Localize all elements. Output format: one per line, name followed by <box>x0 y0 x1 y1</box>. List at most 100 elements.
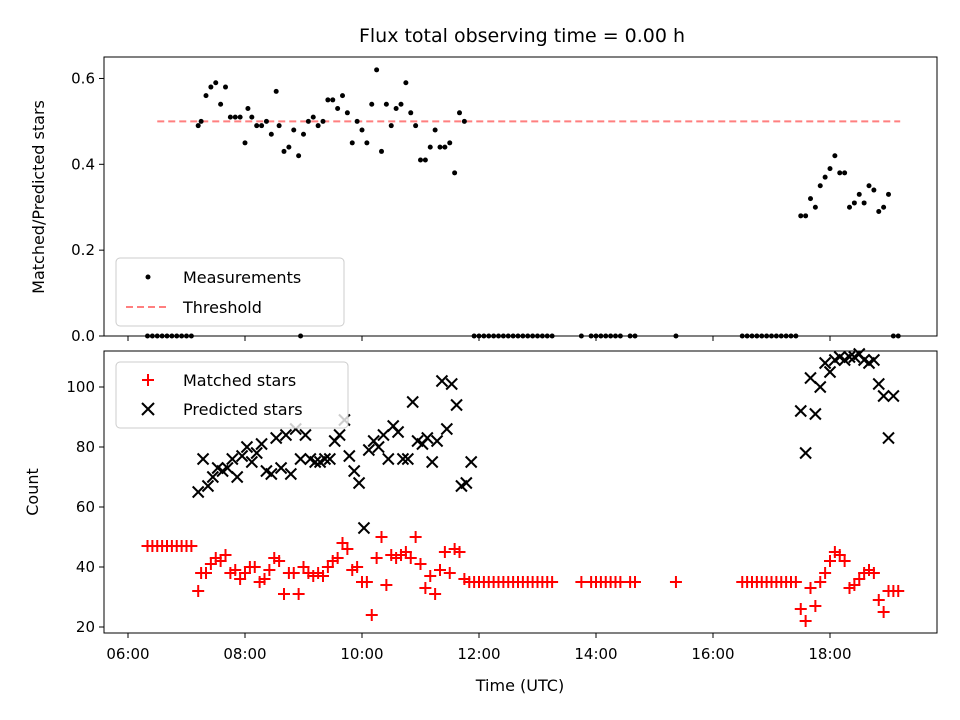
matched-stars-point <box>229 564 242 576</box>
predicted-stars-point <box>460 476 473 490</box>
matched-stars-point <box>192 585 205 597</box>
predicted-stars-point <box>250 446 263 460</box>
measurement-point <box>354 118 360 124</box>
legend-matched-label: Matched stars <box>183 371 296 390</box>
matched-stars-point <box>804 582 817 594</box>
predicted-stars-point <box>221 461 234 475</box>
top-y-tick-label: 0.0 <box>71 327 95 345</box>
matched-stars-point <box>248 561 261 573</box>
matched-stars-point <box>331 552 344 564</box>
measurement-point <box>195 123 201 129</box>
measurement-point <box>398 101 404 107</box>
matched-stars-point <box>219 549 232 561</box>
bottom-plot-frame <box>103 350 938 634</box>
measurement-point <box>861 200 867 206</box>
measurement-point <box>798 213 804 219</box>
predicted-stars-point <box>799 446 812 460</box>
matched-stars-point <box>263 564 276 576</box>
predicted-stars-point <box>377 428 390 442</box>
x-tick-label: 08:00 <box>223 645 266 663</box>
matched-stars-point <box>867 567 880 579</box>
measurement-point <box>237 114 243 120</box>
matched-stars-point <box>200 567 212 579</box>
matched-stars-point <box>292 588 305 600</box>
matched-stars-point <box>375 531 388 543</box>
top-panel: 0.0 0.2 0.4 0.6 Matched/Predicted stars Mea… <box>29 56 938 345</box>
predicted-stars-point <box>382 452 395 466</box>
predicted-stars-point <box>323 452 337 466</box>
predicted-stars-point <box>201 479 215 493</box>
chart-title: Flux total observing time = 0.00 h <box>359 25 685 47</box>
predicted-stars-point <box>887 389 900 403</box>
predicted-stars-point <box>265 467 278 481</box>
predicted-stars-point <box>343 449 356 463</box>
measurement-point <box>822 174 828 180</box>
measurement-point <box>422 157 428 163</box>
measurement-point <box>856 191 862 197</box>
measurement-point <box>301 131 306 137</box>
predicted-stars-point <box>318 452 332 466</box>
measurement-point <box>232 114 238 120</box>
measurement-point <box>413 123 419 129</box>
measurement-point <box>296 153 302 159</box>
measurement-point <box>408 110 414 116</box>
measurement-point <box>369 101 375 107</box>
matched-stars-point <box>287 567 300 579</box>
predicted-stars-point <box>882 431 895 445</box>
measurement-point <box>320 118 326 124</box>
predicted-stars-point <box>230 470 244 484</box>
measurement-point <box>442 144 448 150</box>
matched-stars-point <box>370 552 383 564</box>
matched-stars-point <box>424 570 437 582</box>
measurement-point <box>359 127 365 133</box>
bottom-y-tick-label: 80 <box>76 438 95 456</box>
x-tick-label: 10:00 <box>340 645 383 663</box>
predicted-stars-point <box>235 449 249 463</box>
measurement-point <box>305 118 311 124</box>
predicted-stars-point <box>352 476 366 490</box>
measurement-point <box>432 127 438 133</box>
predicted-stars-point <box>347 464 361 478</box>
measurement-point <box>325 97 331 103</box>
x-tick-label: 06:00 <box>106 645 149 663</box>
measurement-point <box>418 157 423 163</box>
matched-stars-point <box>317 570 329 582</box>
measurement-point <box>803 213 809 219</box>
measurement-point <box>403 80 409 86</box>
matched-stars-point <box>365 609 378 621</box>
measurement-point <box>203 93 209 99</box>
top-y-axis-label: Matched/Predicted stars <box>29 100 48 294</box>
matched-stars-point <box>380 579 393 591</box>
bottom-y-tick-label: 60 <box>76 498 95 516</box>
matched-stars-point <box>669 576 682 588</box>
measurement-point <box>218 101 224 107</box>
matched-stars-point <box>819 567 832 579</box>
measurement-point <box>842 170 848 176</box>
predicted-stars-point <box>279 428 293 442</box>
top-y-tick-label: 0.6 <box>71 69 95 87</box>
predicted-stars-point <box>440 422 454 436</box>
matched-stars-point <box>419 582 432 594</box>
matched-stars-point <box>892 585 905 597</box>
legend-measurements-label: Measurements <box>183 268 301 287</box>
top-legend-box <box>115 257 345 327</box>
x-tick-label: 16:00 <box>691 645 734 663</box>
measurement-point <box>276 123 282 129</box>
predicted-stars-point <box>818 356 832 370</box>
bottom-panel: 20 40 60 80 100 06:00 08:00 10:00 12:00 14:00 16:0… <box>23 347 938 695</box>
bottom-legend: Matched stars Predicted stars <box>115 361 349 429</box>
measurement-point <box>198 118 204 124</box>
bottom-y-axis-label: Count <box>23 468 42 516</box>
predicted-stars-point <box>294 452 307 466</box>
measurement-point <box>383 101 389 107</box>
legend-matched-marker <box>142 374 154 386</box>
measurement-point <box>881 204 887 210</box>
legend-threshold-label: Threshold <box>182 298 262 317</box>
predicted-stars-point <box>196 452 210 466</box>
measurement-point <box>832 153 838 159</box>
predicted-stars-point <box>421 431 434 445</box>
measurement-point <box>827 166 833 172</box>
measurement-point <box>427 144 433 150</box>
measurement-point <box>812 204 818 210</box>
predicted-stars-point <box>401 452 415 466</box>
